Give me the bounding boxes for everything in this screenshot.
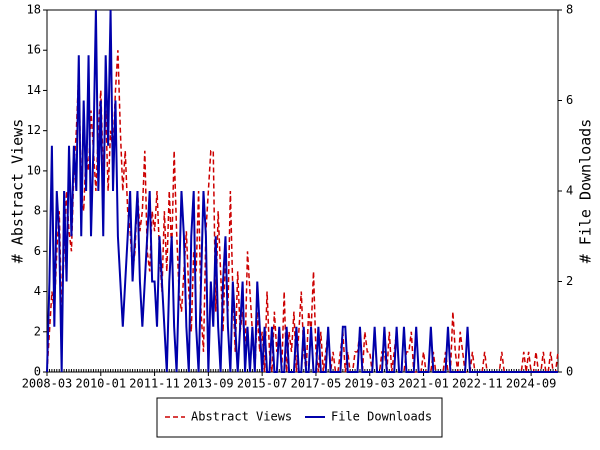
x-tick-label: 2008-03 (22, 377, 73, 391)
x-tick-label: 2017-05 (291, 377, 342, 391)
y-tick-label: 14 (27, 83, 41, 97)
y-tick-label: 8 (34, 204, 41, 218)
y-tick-label: 6 (34, 244, 41, 258)
y-axis-title: # Abstract Views (9, 119, 27, 264)
y-tick-label: 18 (27, 3, 41, 17)
y2-tick-label: 2 (566, 274, 573, 288)
y2-axis-title: # File Downloads (577, 119, 595, 264)
y-tick-label: 4 (34, 284, 41, 298)
y2-tick-label: 0 (566, 365, 573, 379)
series-line (46, 9, 558, 373)
y2-tick-label: 8 (566, 3, 573, 17)
legend-label: Abstract Views (191, 410, 292, 424)
x-tick-label: 2015-07 (237, 377, 288, 391)
y-tick-label: 0 (34, 365, 41, 379)
y-tick-label: 16 (27, 43, 41, 57)
x-tick-label: 2024-09 (506, 377, 557, 391)
y-tick-label: 2 (34, 324, 41, 338)
x-tick-label: 2019-03 (344, 377, 395, 391)
y2-tick-label: 6 (566, 93, 573, 107)
x-tick-label: 2011-11 (129, 377, 180, 391)
x-tick-label: 2022-11 (452, 377, 503, 391)
y-tick-label: 12 (27, 123, 41, 137)
legend-label: File Downloads (331, 410, 432, 424)
x-tick-label: 2010-01 (76, 377, 127, 391)
y2-tick-label: 4 (566, 184, 573, 198)
x-tick-label: 2021-01 (398, 377, 449, 391)
y-tick-label: 10 (27, 163, 41, 177)
x-tick-label: 2013-09 (183, 377, 234, 391)
legend (156, 397, 443, 438)
